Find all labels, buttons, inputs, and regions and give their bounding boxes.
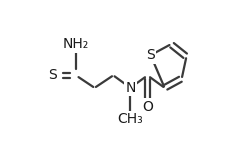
Text: N: N (125, 81, 136, 95)
Text: S: S (146, 48, 155, 62)
Text: CH₃: CH₃ (118, 112, 143, 126)
Text: O: O (142, 100, 153, 114)
Text: NH₂: NH₂ (63, 37, 89, 51)
Text: S: S (48, 68, 56, 82)
